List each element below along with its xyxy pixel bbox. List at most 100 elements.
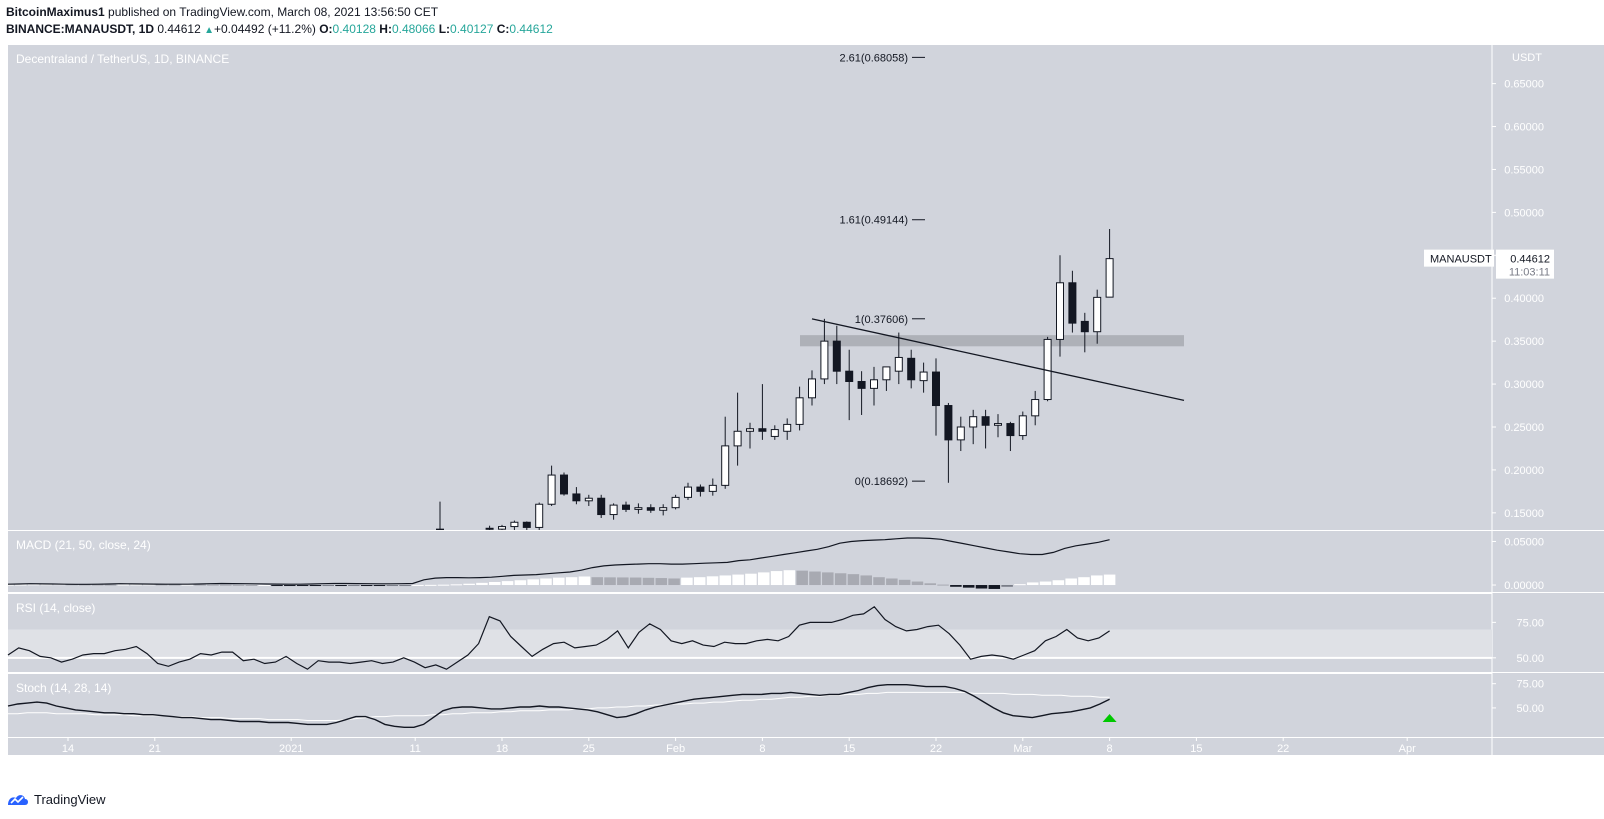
macd-histogram-bar xyxy=(476,582,488,586)
macd-histogram-bar xyxy=(386,585,399,587)
indicator-tick-label: 0.05000 xyxy=(1504,536,1544,548)
macd-histogram-bar xyxy=(117,584,130,586)
macd-histogram-bar xyxy=(642,577,655,586)
macd-histogram-bar xyxy=(219,584,232,586)
candle-body xyxy=(944,405,953,441)
time-tick-label: 11 xyxy=(409,743,420,755)
candle-body xyxy=(919,371,928,382)
candle-body xyxy=(572,493,581,502)
macd-histogram-bar xyxy=(834,573,847,586)
macd-histogram-bar xyxy=(796,570,808,586)
candle-body xyxy=(969,416,978,428)
rsi-band xyxy=(8,629,1492,658)
signal-up-arrow-icon xyxy=(1102,714,1117,722)
price-change: +0.04492 (+11.2%) xyxy=(214,22,316,36)
candle-body xyxy=(510,521,519,528)
macd-histogram-bar xyxy=(668,578,680,586)
macd-histogram-bar xyxy=(1103,574,1116,586)
fib-level-label: 2.61(0.68058) xyxy=(840,52,909,64)
macd-histogram-bar xyxy=(437,584,450,586)
candle-body xyxy=(634,507,643,510)
candle-body xyxy=(485,527,494,530)
candle-body xyxy=(1093,296,1102,333)
candle-body xyxy=(1018,415,1027,437)
indicator-tick-label: 75.00 xyxy=(1516,617,1544,629)
candle-body xyxy=(758,428,767,432)
candle-body xyxy=(696,486,705,492)
macd-histogram-bar xyxy=(2,584,14,586)
price-tick-label: 0.35000 xyxy=(1504,336,1544,348)
time-tick-label: 14 xyxy=(62,743,74,755)
resistance-zone xyxy=(800,335,1184,347)
macd-histogram-bar xyxy=(591,577,603,586)
macd-histogram-bar xyxy=(1026,582,1039,586)
time-tick-label: 21 xyxy=(149,743,161,755)
macd-histogram-bar xyxy=(745,573,757,586)
candle-body xyxy=(436,528,444,530)
candle-body xyxy=(733,430,742,447)
macd-histogram-bar xyxy=(886,578,898,586)
symbol-tag-bg xyxy=(1424,249,1494,267)
macd-histogram-bar xyxy=(450,584,463,586)
author-name[interactable]: BitcoinMaximus1 xyxy=(6,5,105,19)
stoch-d-line xyxy=(8,691,1110,721)
price-axis-bg xyxy=(1492,45,1604,737)
high-label: H: xyxy=(379,22,392,36)
triangle-up-icon: ▲ xyxy=(204,25,214,36)
tradingview-footer[interactable]: TradingView xyxy=(6,792,106,807)
time-tick-label: 8 xyxy=(1107,743,1113,755)
macd-histogram-bar xyxy=(822,572,834,586)
time-tick-label: 15 xyxy=(843,743,855,755)
candle-body xyxy=(746,428,754,432)
macd-histogram-bar xyxy=(245,584,258,586)
candle-body xyxy=(1056,282,1064,340)
macd-histogram-bar xyxy=(348,585,360,587)
price-tick-label: 0.65000 xyxy=(1504,79,1544,91)
descending-trendline xyxy=(811,318,1185,402)
price-tick-label: 0.50000 xyxy=(1504,207,1544,219)
candle-body xyxy=(708,484,717,492)
macd-histogram-bar xyxy=(296,585,309,587)
macd-histogram-bar xyxy=(847,574,860,586)
macd-histogram-bar xyxy=(860,575,872,586)
fib-level-label: 0(0.18692) xyxy=(855,476,908,488)
stoch-legend: Stoch (14, 28, 14) xyxy=(16,681,111,695)
stoch-k-line xyxy=(7,684,1110,728)
price-tick-label: 0.55000 xyxy=(1504,164,1544,176)
macd-histogram-bar xyxy=(950,585,962,587)
candle-body xyxy=(671,496,680,509)
candle-body xyxy=(522,521,531,528)
high-value: 0.48066 xyxy=(391,22,436,36)
macd-histogram-bar xyxy=(309,585,322,587)
price-tick-label: 0.60000 xyxy=(1504,122,1544,134)
time-tick-label: 25 xyxy=(583,743,595,755)
symbol-label: BINANCE:MANAUSDT, 1D xyxy=(6,22,155,36)
published-text: published on TradingView.com, March 08, … xyxy=(108,5,439,19)
macd-histogram-bar xyxy=(1091,575,1103,586)
macd-histogram-bar xyxy=(924,583,937,586)
symbol-tag: MANAUSDT xyxy=(1430,254,1492,266)
candle-body xyxy=(770,429,779,437)
macd-histogram-bar xyxy=(514,580,527,586)
macd-histogram-bar xyxy=(15,584,27,586)
macd-histogram-bar xyxy=(181,584,194,586)
time-tick-label: Feb xyxy=(666,743,685,755)
main-panel-bg xyxy=(8,45,1492,530)
open-label: O: xyxy=(319,22,333,36)
ohlc-line: BINANCE:MANAUSDT, 1D 0.44612 ▲+0.04492 (… xyxy=(6,22,553,36)
macd-histogram-bar xyxy=(565,577,578,586)
candle-body xyxy=(907,357,916,381)
candle-body xyxy=(994,423,1002,426)
candle-body xyxy=(832,340,841,372)
candle-body xyxy=(498,526,506,530)
macd-histogram-bar xyxy=(732,574,744,586)
chart[interactable]: Decentraland / TetherUS, 1D, BINANCE USDT… xyxy=(0,45,1604,755)
macd-histogram-bar xyxy=(809,571,821,586)
macd-histogram-bar xyxy=(271,585,283,587)
macd-histogram-bar xyxy=(783,570,796,586)
macd-histogram-bar xyxy=(719,575,732,586)
macd-histogram-bar xyxy=(937,584,949,586)
countdown-tag: 11:03:11 xyxy=(1509,267,1550,279)
macd-histogram-bar xyxy=(79,584,91,586)
macd-histogram-bar xyxy=(975,585,988,589)
